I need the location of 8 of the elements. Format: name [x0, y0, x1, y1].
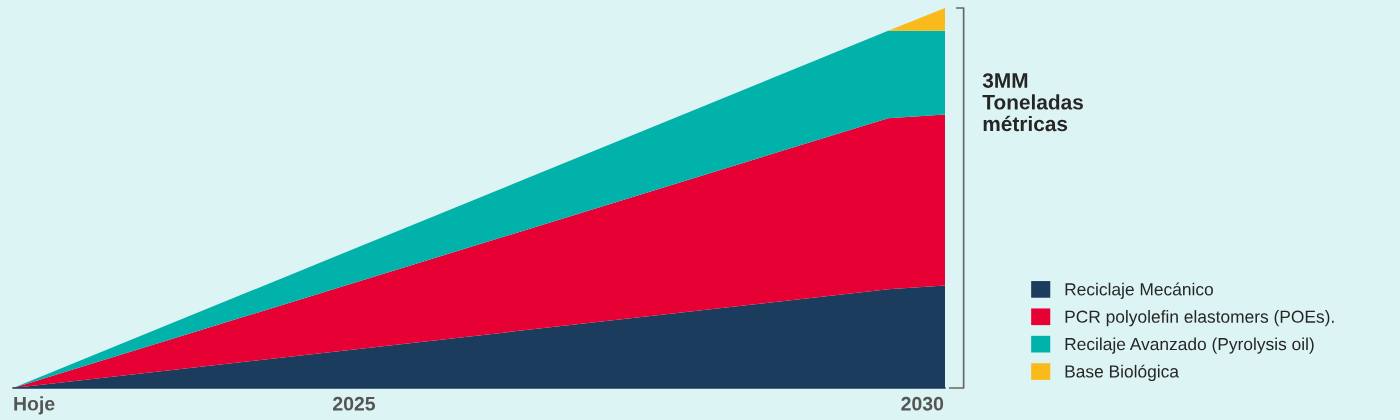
legend-label: Base Biológica	[1065, 364, 1179, 382]
legend-label: Reciclaje Mecánico	[1065, 282, 1213, 299]
x-tick-label: 2025	[333, 396, 376, 411]
x-tick-label: Hoje	[14, 396, 55, 415]
x-tick-label: 2030	[901, 396, 944, 411]
legend-label: PCR polyolefin elastomers (POEs).	[1065, 310, 1334, 327]
text: 3MM Toneladas métricas	[982, 73, 1083, 132]
legend-label: Recilaje Avanzado (Pyrolysis oil)	[1065, 337, 1314, 354]
